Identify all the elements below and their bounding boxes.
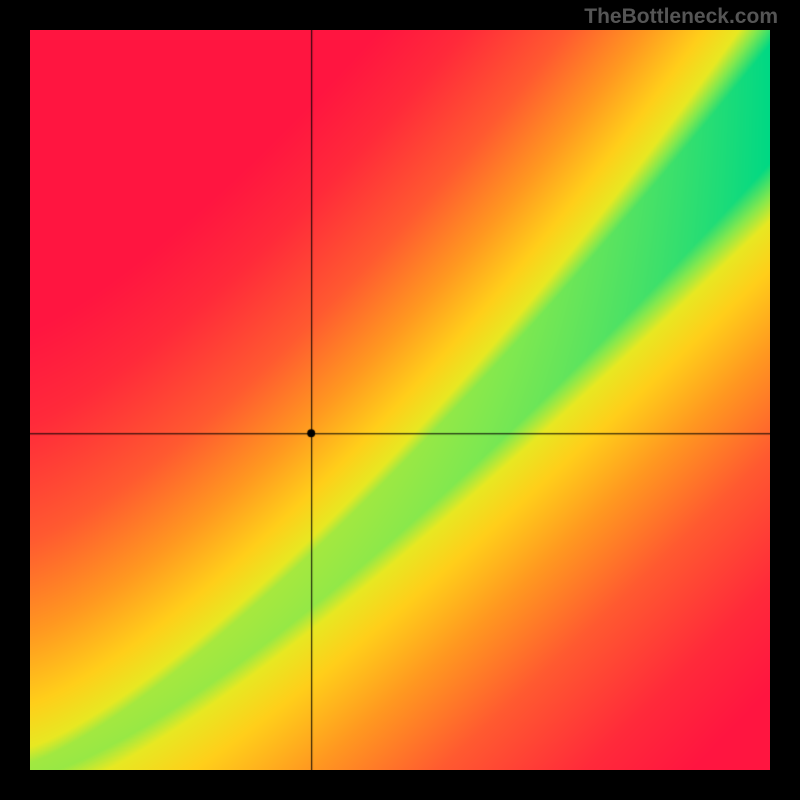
attribution-label: TheBottleneck.com [584, 5, 778, 29]
heatmap-canvas [30, 30, 770, 770]
chart-container: TheBottleneck.com [0, 0, 800, 800]
plot-area [30, 30, 770, 770]
